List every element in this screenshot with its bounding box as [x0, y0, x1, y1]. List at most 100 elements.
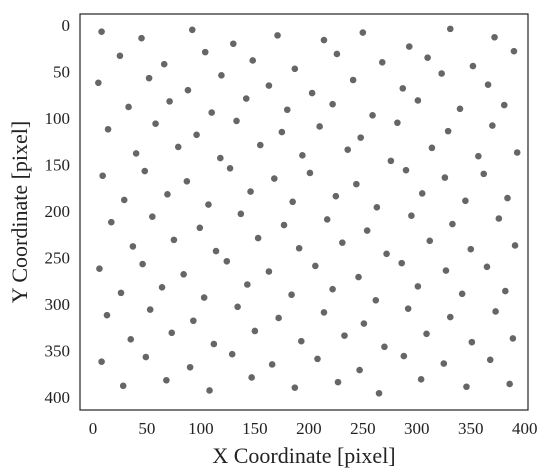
point: [456, 104, 464, 113]
point: [428, 143, 436, 152]
y-axis-title: Y Coordinate [pixel]: [7, 121, 32, 303]
point: [397, 259, 406, 268]
point: [378, 58, 387, 67]
point: [380, 342, 389, 351]
point: [256, 141, 265, 149]
point: [140, 167, 149, 175]
point: [273, 31, 282, 40]
point: [126, 335, 135, 344]
point: [265, 81, 273, 90]
point: [205, 386, 214, 395]
point: [201, 48, 210, 57]
point: [298, 151, 307, 160]
x-tick-label: 350: [458, 419, 484, 438]
point: [146, 305, 155, 314]
point: [128, 242, 137, 251]
point: [333, 50, 341, 58]
point: [158, 283, 166, 292]
point: [331, 192, 340, 201]
y-tick-label: 50: [53, 62, 70, 81]
plot-frame: [79, 13, 529, 411]
point: [398, 84, 407, 93]
point: [358, 28, 367, 37]
point: [104, 125, 112, 134]
x-tick-label: 100: [188, 419, 214, 438]
point: [469, 62, 477, 70]
point: [250, 327, 259, 335]
point: [418, 189, 427, 198]
point: [274, 314, 283, 322]
point: [467, 338, 476, 347]
x-axis-title: X Coordinate [pixel]: [212, 443, 395, 468]
point: [243, 280, 252, 289]
point: [323, 215, 332, 224]
point: [226, 164, 234, 173]
point: [229, 39, 238, 48]
point: [246, 187, 255, 196]
point: [162, 376, 171, 385]
point: [446, 24, 455, 33]
x-tick-label: 400: [512, 419, 538, 438]
point: [148, 212, 157, 221]
point: [188, 25, 197, 34]
point: [440, 173, 449, 182]
y-tick-label: 300: [45, 295, 71, 314]
point: [287, 290, 296, 299]
point: [192, 130, 201, 139]
point: [439, 359, 448, 368]
point: [207, 108, 216, 117]
point: [349, 76, 358, 84]
point: [170, 235, 178, 244]
point: [462, 382, 471, 391]
point: [189, 316, 198, 325]
point: [393, 118, 402, 127]
point: [437, 69, 446, 78]
point: [328, 285, 337, 294]
point: [442, 266, 450, 275]
y-tick-label: 400: [45, 388, 71, 407]
point: [186, 363, 195, 372]
point: [270, 174, 279, 183]
point: [368, 111, 377, 120]
y-tick-label: 350: [45, 341, 71, 360]
point: [174, 143, 183, 151]
point: [116, 51, 124, 60]
point: [352, 180, 361, 189]
point: [501, 287, 510, 295]
point: [160, 60, 169, 69]
point: [242, 94, 251, 103]
point: [132, 149, 141, 158]
point: [405, 42, 414, 51]
point: [232, 117, 241, 125]
point: [120, 196, 129, 204]
point: [265, 267, 273, 276]
point: [195, 223, 204, 232]
point: [423, 53, 432, 62]
point: [354, 273, 363, 281]
point: [404, 304, 413, 313]
point: [151, 119, 160, 128]
point: [184, 86, 192, 95]
point: [474, 152, 483, 161]
point: [254, 234, 263, 242]
point: [290, 383, 299, 392]
point: [165, 97, 174, 106]
point: [288, 197, 297, 206]
point: [413, 96, 422, 105]
point: [233, 302, 242, 311]
point: [280, 221, 288, 229]
point: [163, 190, 172, 199]
point: [308, 89, 316, 97]
point: [212, 247, 220, 255]
point: [500, 101, 509, 109]
point: [167, 328, 176, 337]
point: [494, 214, 503, 223]
point: [382, 249, 391, 258]
point: [466, 245, 475, 254]
point: [320, 36, 328, 44]
point: [297, 337, 306, 346]
x-tick-label: 0: [89, 419, 98, 438]
point: [247, 373, 256, 382]
point: [103, 311, 111, 320]
point: [290, 64, 299, 73]
